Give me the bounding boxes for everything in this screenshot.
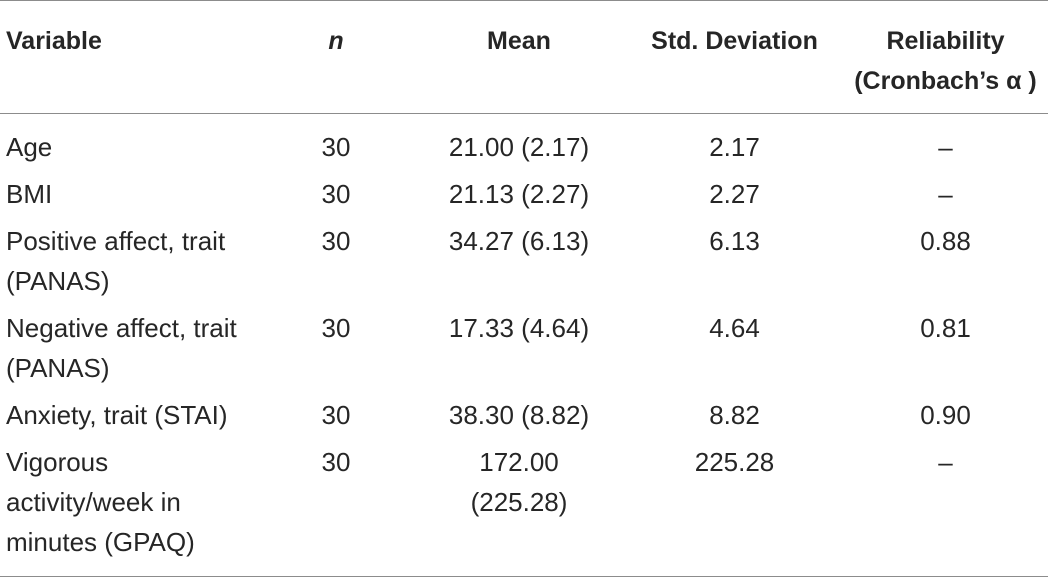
cell-variable: Age [6,132,53,162]
cell-variable: Vigorous activity/week in minutes (GPAQ) [0,442,262,577]
header-row: Variable n Mean Std. Deviation Reliabili… [0,0,1048,114]
cell-std-deviation: 2.17 [709,132,760,162]
table-row: Vigorous activity/week in minutes (GPAQ)… [0,442,1048,577]
cell-mean: 21.13 (2.27) [448,179,590,209]
table-header: Variable n Mean Std. Deviation Reliabili… [0,0,1048,114]
stats-table: Variable n Mean Std. Deviation Reliabili… [0,0,1048,577]
cell-mean: 38.30 (8.82) [448,400,590,430]
cell-std-deviation: 4.64 [709,313,760,343]
cell-variable: Anxiety, trait (STAI) [6,400,228,430]
header-reliability-line1: Reliability [886,27,1005,55]
cell-n: 30 [321,400,351,430]
cell-n: 30 [321,226,351,256]
table-body: Age 30 21.00 (2.17) 2.17 – BMI 30 21.13 … [0,114,1048,577]
cell-mean-line2: (225.28) [470,487,568,517]
cell-variable: BMI [6,179,53,209]
cell-reliability: 0.90 [920,400,971,430]
cell-variable-line2: activity/week in [6,487,181,517]
cell-std-deviation: 6.13 [709,226,760,256]
cell-reliability: – [938,179,953,209]
cell-n: 30 [321,132,351,162]
header-reliability-line2: (Cronbach’s α ) [854,67,1037,95]
cell-variable-line2: (PANAS) [6,353,110,383]
cell-mean: 172.00 (225.28) [392,442,632,577]
cell-mean: 21.00 (2.17) [448,132,590,162]
table-row: BMI 30 21.13 (2.27) 2.27 – [0,174,1048,221]
cell-mean: 17.33 (4.64) [448,313,590,343]
cell-mean-line1: 172.00 [479,447,559,477]
header-reliability: Reliability (Cronbach’s α ) [837,1,1048,114]
table-row: Anxiety, trait (STAI) 30 38.30 (8.82) 8.… [0,395,1048,442]
table-row: Positive affect, trait (PANAS) 30 34.27 … [0,221,1048,308]
cell-variable-line3: minutes (GPAQ) [6,527,195,557]
cell-reliability: 0.88 [920,226,971,256]
cell-mean: 34.27 (6.13) [448,226,590,256]
cell-variable: Negative affect, trait (PANAS) [0,308,262,395]
header-mean: Mean [487,27,551,55]
cell-variable-line2: (PANAS) [6,266,110,296]
table-row: Age 30 21.00 (2.17) 2.17 – [0,114,1048,175]
cell-n: 30 [321,447,351,477]
cell-reliability: – [938,132,953,162]
cell-variable: Positive affect, trait (PANAS) [0,221,262,308]
header-std-deviation: Std. Deviation [651,27,818,55]
cell-reliability: 0.81 [920,313,971,343]
cell-variable-line1: Negative affect, trait [6,313,237,343]
table-row: Negative affect, trait (PANAS) 30 17.33 … [0,308,1048,395]
cell-variable-line1: Vigorous [6,447,109,477]
header-n: n [328,27,344,55]
cell-n: 30 [321,179,351,209]
cell-n: 30 [321,313,351,343]
cell-variable-line1: Positive affect, trait [6,226,226,256]
header-variable: Variable [6,27,102,55]
cell-std-deviation: 2.27 [709,179,760,209]
cell-reliability: – [938,447,953,477]
cell-std-deviation: 8.82 [709,400,760,430]
cell-std-deviation: 225.28 [694,447,775,477]
